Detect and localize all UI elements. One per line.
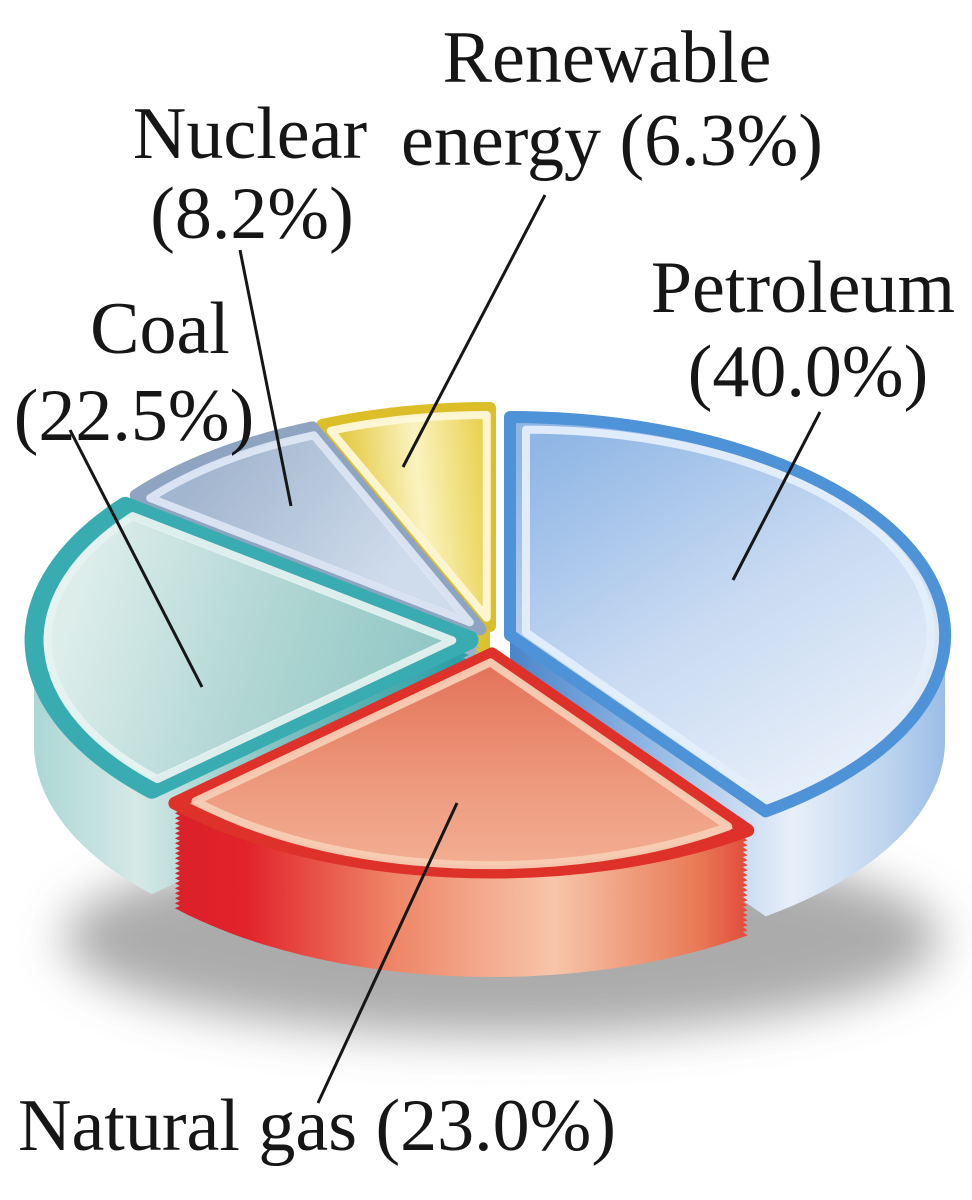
- leader-line-natural_gas: [316, 802, 459, 1104]
- slice-top-coal: [24, 496, 479, 799]
- label-renewable-line0: Renewable: [443, 17, 772, 99]
- label-coal-line0: Coal: [90, 288, 230, 370]
- slice-top-natural_gas: [168, 647, 755, 879]
- label-nuclear-line0: Nuclear: [133, 93, 367, 175]
- leader-line-nuclear: [238, 249, 293, 507]
- leader-line-coal: [68, 429, 204, 688]
- label-petroleum-line1: (40.0%): [688, 331, 928, 413]
- leader-line-petroleum: [731, 411, 822, 581]
- slice-highlight-nuclear: [146, 431, 474, 627]
- slice-highlight-petroleum: [521, 425, 935, 801]
- slice-highlight-natural_gas: [191, 658, 733, 870]
- leader-line-renewable: [401, 194, 547, 468]
- label-petroleum-line0: Petroleum: [651, 247, 955, 329]
- label-nuclear-line1: (8.2%): [150, 173, 353, 255]
- pie-slice-natural_gas: [168, 647, 755, 978]
- slice-highlight-coal: [43, 512, 457, 784]
- label-renewable-line1: energy (6.3%): [401, 100, 823, 182]
- label-coal-line1: (22.5%): [14, 375, 254, 457]
- label-natural_gas-line0: Natural gas (23.0%): [18, 1085, 616, 1167]
- slice-highlight-renewable: [326, 411, 491, 622]
- pie-slice-coal: [24, 496, 479, 895]
- slice-top-petroleum: [504, 411, 952, 818]
- pie-slice-petroleum: [504, 411, 952, 917]
- slice-top-nuclear: [129, 421, 487, 636]
